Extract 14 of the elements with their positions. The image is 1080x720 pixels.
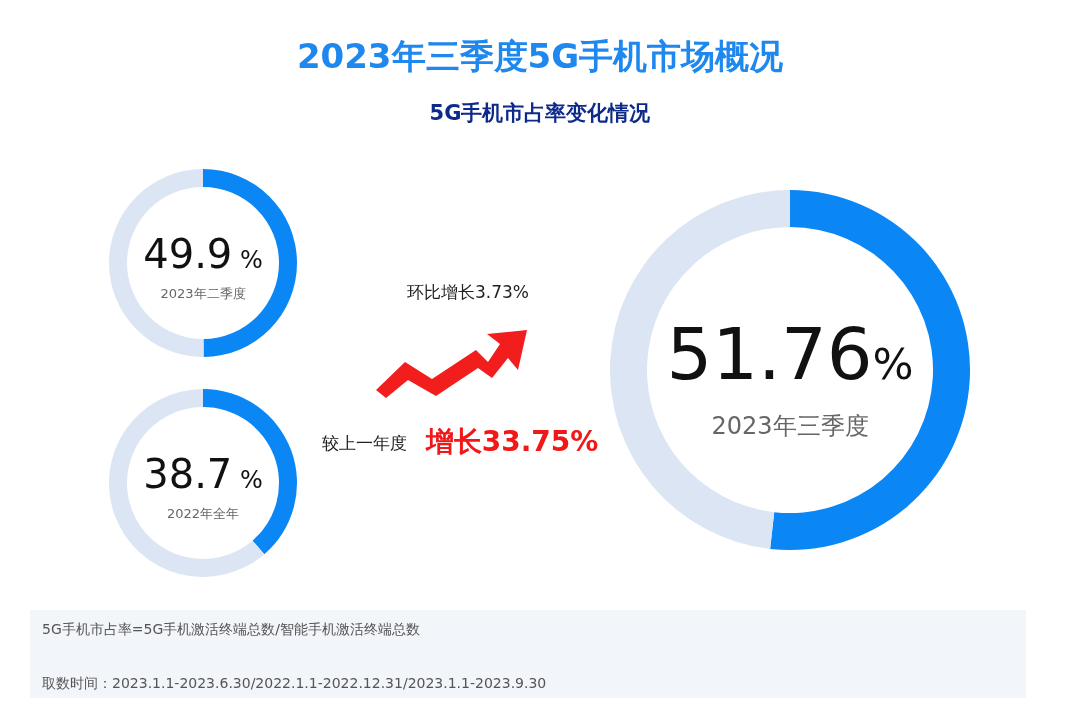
data-label: 38.7 % — [143, 450, 263, 497]
donut-slice — [109, 389, 265, 577]
text: 2023年三季度5G手机市场概况 — [296, 36, 785, 76]
slice-label: 2023年二季度 — [160, 285, 246, 301]
text: 环比增长3.73% — [406, 282, 530, 302]
text: 取数时间：2023.1.1-2023.6.30/2022.1.1-2022.12.31/2023.1.1-2023.9.30 — [42, 675, 547, 691]
text: 较上一年度 — [321, 433, 407, 453]
text: 5G手机市占率变化情况 — [429, 101, 652, 125]
slice-label: 2022年全年 — [166, 505, 240, 521]
data-label: 49.9 % — [143, 230, 263, 277]
text: 增长33.75% — [423, 425, 599, 458]
text: 5G手机市占率=5G手机激活终端总数/智能手机激活终端总数 — [42, 621, 420, 637]
data-label: 51.76% — [666, 311, 914, 396]
slice-label: 2023年三季度 — [711, 411, 869, 440]
